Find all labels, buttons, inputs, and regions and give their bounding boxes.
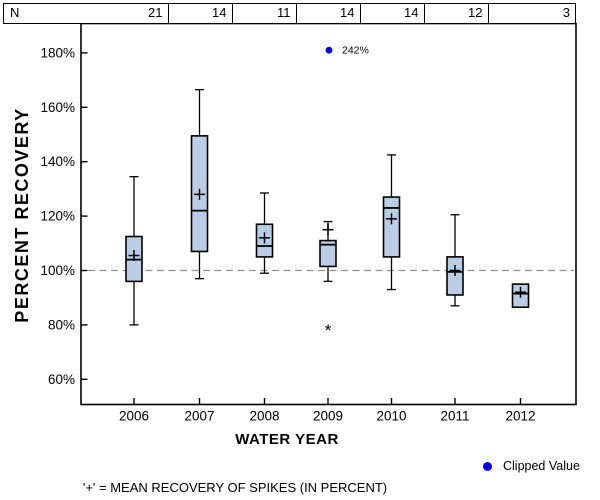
mean-footnote: '+' = MEAN RECOVERY OF SPIKES (IN PERCEN… [82, 480, 388, 495]
n-value-2011: 12 [468, 5, 483, 20]
boxplot-2007 [190, 88, 209, 280]
n-value-2006: 21 [148, 5, 163, 20]
y-tick-label: 120% [40, 209, 75, 224]
y-tick-label: 180% [40, 45, 75, 60]
n-value-2008: 11 [277, 5, 291, 20]
boxplot-2012 [511, 283, 530, 309]
y-tick-label: 80% [48, 317, 75, 332]
x-tick-label: 2009 [313, 409, 343, 424]
outlier-asterisk: * [325, 321, 332, 340]
iqr-box [382, 196, 401, 258]
clipped-value-dot [325, 46, 333, 54]
y-tick-label: 100% [40, 263, 75, 278]
iqr-box [319, 239, 337, 268]
n-value-2009: 14 [340, 5, 355, 20]
x-tick-label: 2010 [376, 409, 406, 424]
x-tick-label: 2006 [119, 409, 149, 424]
y-axis-title: PERCENT RECOVERY [12, 107, 32, 323]
x-tick-label: 2012 [505, 409, 535, 424]
clipped-value-label: 242% [342, 45, 369, 57]
y-tick-label: 140% [40, 154, 75, 169]
n-label: N [10, 5, 20, 20]
boxplot-2009: * 242% [319, 45, 369, 340]
x-tick-label: 2011 [440, 409, 469, 424]
x-axis-title: WATER YEAR [235, 431, 339, 448]
plot-frame [80, 22, 577, 406]
y-tick-label: 60% [48, 372, 75, 387]
boxplot-2011 [446, 214, 464, 307]
y-tick-label: 160% [40, 100, 75, 115]
n-value-2012: 3 [562, 5, 570, 20]
n-table-cell: 12 [423, 4, 488, 23]
n-table-cell: N 21 [4, 4, 168, 23]
n-table-cell: 11 [231, 4, 296, 23]
x-tick-label: 2007 [184, 409, 214, 424]
clipped-value-dot-icon [483, 461, 492, 471]
n-count-header-table: N 21 14 11 14 14 12 3 [3, 3, 576, 24]
n-table-cell: 14 [167, 4, 232, 23]
boxplot-2008 [255, 192, 274, 274]
boxplot-2006 [125, 176, 143, 326]
n-table-cell: 3 [487, 4, 576, 23]
n-value-2010: 14 [404, 5, 419, 20]
x-tick-label: 2008 [249, 409, 279, 424]
n-value-2007: 14 [212, 5, 227, 20]
n-table-cell: 14 [295, 4, 360, 23]
boxplot-2010 [382, 154, 401, 291]
n-table-cell: 14 [359, 4, 424, 23]
legend-label: Clipped Value [503, 459, 580, 473]
